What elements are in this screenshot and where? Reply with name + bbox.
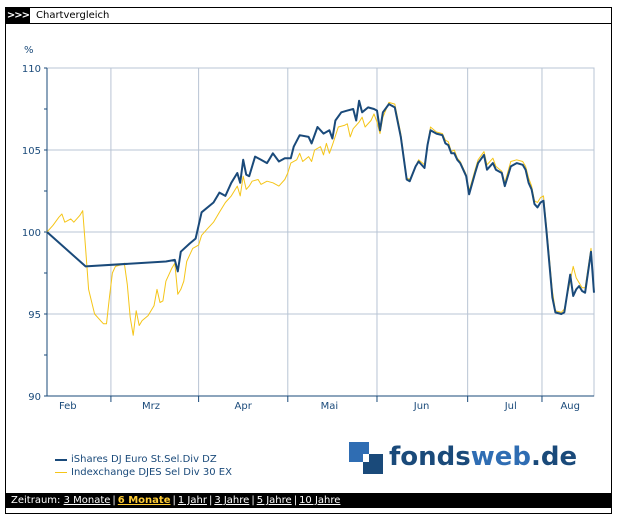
series-line-ishares bbox=[46, 99, 595, 315]
chart-legend: iShares DJ Euro St.Sel.Div DZ Indexchang… bbox=[55, 453, 232, 479]
series-line-indexchange bbox=[46, 101, 595, 336]
legend-label: iShares DJ Euro St.Sel.Div DZ bbox=[71, 454, 217, 465]
chart-grid bbox=[46, 67, 595, 397]
chart-series bbox=[46, 99, 595, 336]
legend-swatch bbox=[55, 459, 67, 461]
x-tick-label: Jun bbox=[413, 401, 430, 412]
period-separator: | bbox=[112, 495, 116, 506]
period-link[interactable]: 1 Jahr bbox=[177, 495, 207, 506]
period-selector: Zeitraum: 3 Monate | 6 Monate | 1 Jahr | 3 Jah… bbox=[5, 493, 612, 508]
x-tick-label: Feb bbox=[59, 401, 77, 412]
logo-mark-icon bbox=[349, 442, 383, 474]
period-separator: | bbox=[208, 495, 213, 506]
legend-entry: Indexchange DJES Sel Div 30 EX bbox=[55, 466, 232, 479]
period-link[interactable]: 3 Monate bbox=[63, 495, 111, 506]
period-label: Zeitraum: bbox=[11, 495, 61, 506]
y-axis-label: % bbox=[24, 45, 34, 56]
y-tick-label: 110 bbox=[22, 64, 41, 75]
logo-text: fondsweb.de bbox=[389, 442, 578, 472]
panel-title: Chartvergleich bbox=[36, 10, 110, 21]
period-separator: | bbox=[293, 495, 298, 506]
x-tick-label: Apr bbox=[235, 401, 253, 412]
legend-label: Indexchange DJES Sel Div 30 EX bbox=[71, 467, 232, 478]
x-tick-label: Jul bbox=[504, 401, 517, 412]
y-tick-label: 100 bbox=[22, 228, 41, 239]
period-separator: | bbox=[251, 495, 255, 506]
y-tick-label: 95 bbox=[28, 310, 41, 321]
period-link[interactable]: 6 Monate bbox=[117, 495, 171, 506]
x-tick-label: Mrz bbox=[142, 401, 160, 412]
period-link[interactable]: 10 Jahre bbox=[299, 495, 341, 506]
expand-arrows-icon[interactable]: >>> bbox=[6, 8, 30, 23]
x-tick-label: Mai bbox=[321, 401, 339, 412]
y-tick-label: 90 bbox=[28, 392, 41, 403]
legend-swatch bbox=[55, 472, 67, 473]
period-link[interactable]: 5 Jahre bbox=[256, 495, 292, 506]
period-link[interactable]: 3 Jahre bbox=[214, 495, 250, 506]
period-separator: | bbox=[172, 495, 176, 506]
y-tick-label: 105 bbox=[22, 146, 41, 157]
legend-entry: iShares DJ Euro St.Sel.Div DZ bbox=[55, 453, 232, 466]
panel-header: >>> Chartvergleich bbox=[6, 8, 611, 24]
chart-labels: 90 95 100 105 110 Feb Mrz Apr Mai Jun Jul Aug% bbox=[22, 45, 580, 412]
x-tick-label: Aug bbox=[560, 401, 580, 412]
